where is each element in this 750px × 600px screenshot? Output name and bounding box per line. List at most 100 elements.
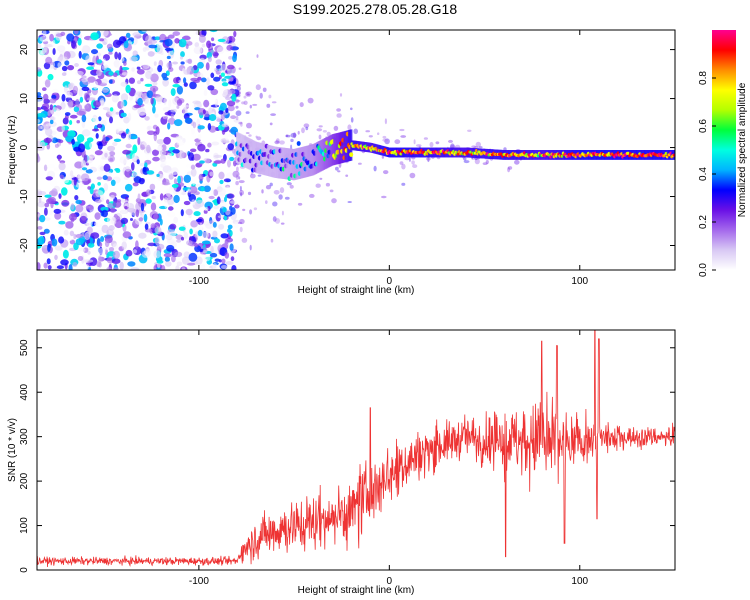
noise-blob bbox=[203, 206, 209, 211]
noise-blob bbox=[194, 42, 200, 48]
noise-blob bbox=[212, 263, 218, 270]
noise-blob bbox=[170, 167, 179, 176]
noise-blob bbox=[120, 81, 128, 87]
noise-blob bbox=[68, 213, 78, 221]
scatter-blob bbox=[400, 135, 407, 138]
noise-blob bbox=[94, 212, 101, 220]
scatter-blob bbox=[353, 128, 359, 135]
noise-blob bbox=[119, 261, 124, 270]
noise-blob bbox=[156, 139, 165, 145]
noise-blob bbox=[181, 104, 190, 108]
noise-blob bbox=[218, 259, 222, 263]
noise-blob bbox=[75, 199, 82, 205]
scatter-blob bbox=[290, 132, 297, 138]
noise-blob bbox=[119, 199, 128, 203]
noise-blob bbox=[186, 67, 190, 75]
noise-blob bbox=[189, 81, 197, 90]
noise-blob bbox=[176, 261, 183, 267]
noise-blob bbox=[115, 111, 120, 115]
noise-blob bbox=[172, 84, 180, 88]
scatter-blob bbox=[318, 125, 323, 128]
noise-blob bbox=[49, 98, 57, 104]
noise-blob bbox=[229, 156, 235, 162]
noise-blob bbox=[120, 112, 127, 118]
scatter-blob bbox=[239, 189, 245, 196]
noise-blob bbox=[49, 119, 54, 125]
noise-blob bbox=[229, 200, 237, 204]
noise-blob bbox=[183, 174, 191, 183]
scatter-blob bbox=[239, 218, 245, 225]
noise-blob bbox=[135, 61, 144, 67]
scatter-blob bbox=[299, 102, 304, 108]
noise-blob bbox=[218, 171, 225, 180]
x-tick-label: -100 bbox=[189, 276, 209, 287]
noise-blob bbox=[214, 238, 220, 244]
scatter-blob bbox=[268, 94, 272, 99]
noise-blob bbox=[168, 99, 172, 108]
noise-blob bbox=[225, 96, 232, 101]
noise-blob bbox=[47, 73, 54, 81]
noise-blob bbox=[125, 32, 131, 39]
scatter-blob bbox=[416, 144, 422, 147]
colorbar-ticks: 0.0 0.2 0.4 0.6 0.8 bbox=[698, 71, 716, 277]
scatter-blob bbox=[408, 156, 411, 162]
noise-blob bbox=[130, 218, 133, 221]
noise-blob bbox=[121, 241, 127, 250]
scatter-blob bbox=[401, 163, 406, 170]
noise-blob bbox=[219, 201, 227, 209]
noise-blob bbox=[67, 65, 75, 71]
scatter-blob bbox=[266, 103, 271, 108]
noise-blob bbox=[37, 153, 40, 163]
noise-blob bbox=[181, 256, 190, 265]
noise-blob bbox=[160, 159, 167, 167]
noise-blob bbox=[142, 166, 147, 172]
noise-blob bbox=[90, 183, 95, 190]
colorbar-label: Normalized spectral amplitude bbox=[737, 82, 748, 217]
noise-blob bbox=[228, 56, 233, 60]
snr-axes: -100 0 100 0 100 200 300 400 500 bbox=[19, 330, 675, 587]
noise-blob bbox=[233, 160, 237, 167]
noise-blob bbox=[154, 226, 162, 234]
noise-blob bbox=[188, 252, 198, 262]
ridge-halo bbox=[320, 139, 323, 172]
noise-blob bbox=[146, 144, 151, 154]
noise-blob bbox=[179, 56, 184, 60]
noise-blob bbox=[97, 141, 103, 150]
noise-blob bbox=[174, 251, 183, 257]
noise-blob bbox=[141, 30, 151, 33]
noise-blob bbox=[186, 240, 193, 246]
noise-blob bbox=[162, 77, 169, 81]
scatter-blob bbox=[235, 105, 239, 109]
scatter-blob bbox=[281, 210, 284, 216]
noise-blob bbox=[105, 171, 112, 176]
spectrogram-frame bbox=[36, 29, 676, 271]
noise-blob bbox=[166, 152, 172, 159]
noise-blob bbox=[124, 183, 133, 192]
noise-blob bbox=[47, 110, 51, 117]
noise-blob bbox=[81, 86, 90, 92]
noise-blob bbox=[100, 30, 109, 37]
noise-blob bbox=[61, 125, 65, 133]
noise-blob bbox=[213, 154, 223, 158]
scatter-blob bbox=[426, 157, 431, 161]
noise-blob bbox=[140, 77, 144, 82]
noise-blob bbox=[186, 262, 196, 266]
noise-blob bbox=[151, 195, 156, 200]
ridge-halo bbox=[245, 136, 248, 168]
scatter-blob bbox=[383, 170, 389, 175]
noise-blob bbox=[84, 231, 91, 241]
scatter-blob bbox=[238, 180, 245, 184]
noise-blob bbox=[115, 127, 124, 134]
noise-blob bbox=[97, 248, 106, 255]
scatter-blob bbox=[384, 118, 387, 125]
noise-blob bbox=[183, 77, 187, 84]
ridge-halo bbox=[326, 136, 329, 169]
noise-blob bbox=[65, 221, 74, 229]
noise-blob bbox=[221, 140, 230, 144]
noise-blob bbox=[192, 178, 196, 186]
noise-blob bbox=[42, 87, 47, 91]
noise-blob bbox=[163, 136, 171, 145]
noise-blob bbox=[79, 96, 84, 103]
noise-blob bbox=[233, 118, 240, 123]
